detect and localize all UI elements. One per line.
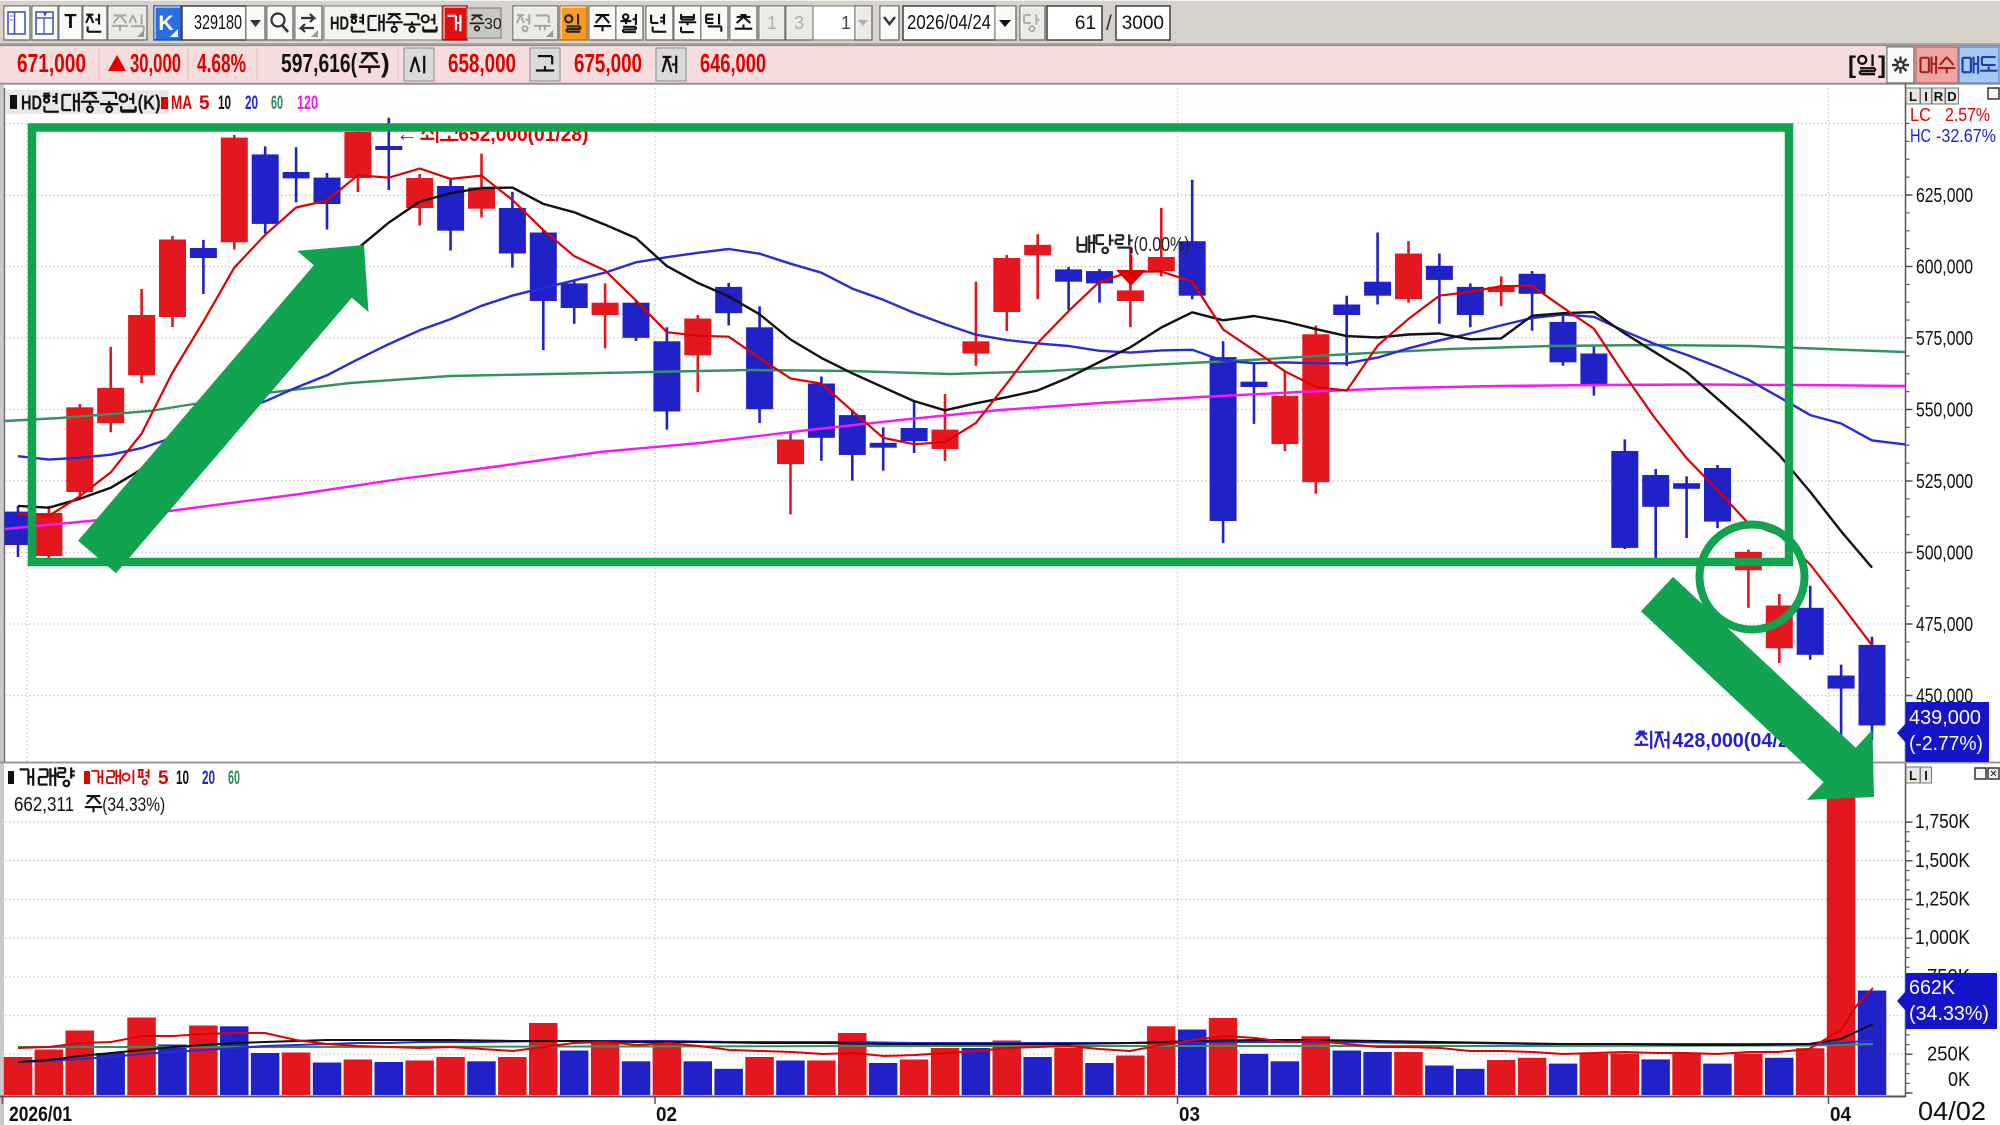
svg-text:04: 04 xyxy=(1830,1104,1852,1125)
svg-text:R: R xyxy=(1934,89,1944,104)
svg-text:(34.33%): (34.33%) xyxy=(102,795,165,816)
svg-text:600,000: 600,000 xyxy=(1916,257,1973,279)
svg-text:5: 5 xyxy=(158,768,169,789)
svg-text:646,000: 646,000 xyxy=(700,48,766,78)
svg-text:L: L xyxy=(1909,768,1917,783)
svg-text:HC: HC xyxy=(1910,126,1931,146)
svg-text:✕: ✕ xyxy=(1989,769,1997,780)
svg-text:LC: LC xyxy=(1910,105,1931,125)
svg-text:30,000: 30,000 xyxy=(130,48,181,78)
svg-text:K: K xyxy=(158,12,173,35)
svg-text:250K: 250K xyxy=(1927,1043,1971,1065)
svg-text:02: 02 xyxy=(656,1104,677,1125)
svg-text:10: 10 xyxy=(176,768,189,789)
svg-text:03: 03 xyxy=(1179,1104,1200,1125)
svg-text:329180: 329180 xyxy=(194,12,242,34)
svg-text:4.68%: 4.68% xyxy=(197,48,246,78)
svg-text:20: 20 xyxy=(202,768,215,789)
svg-text:▾: ▾ xyxy=(43,9,48,19)
svg-text:2.57%: 2.57% xyxy=(1945,105,1990,125)
svg-text:475,000: 475,000 xyxy=(1916,614,1973,636)
svg-text:662K: 662K xyxy=(1909,977,1956,999)
svg-text:I: I xyxy=(1924,768,1928,783)
svg-text:I: I xyxy=(1924,89,1928,104)
svg-text:671,000: 671,000 xyxy=(17,48,86,78)
svg-text:597,616(: 597,616( xyxy=(281,48,357,78)
svg-text:D: D xyxy=(1947,89,1956,104)
svg-text:120: 120 xyxy=(297,93,318,114)
svg-text:04/02: 04/02 xyxy=(1918,1096,1986,1125)
svg-text:675,000: 675,000 xyxy=(574,48,642,78)
svg-text:0K: 0K xyxy=(1948,1069,1971,1091)
svg-text:1: 1 xyxy=(767,13,777,33)
svg-text:428,000(04/23): 428,000(04/23) xyxy=(1672,730,1806,752)
svg-text:1,500K: 1,500K xyxy=(1915,850,1971,872)
svg-text:(-2.77%): (-2.77%) xyxy=(1909,733,1983,755)
svg-text:61: 61 xyxy=(1075,13,1096,34)
svg-text:-32.67%: -32.67% xyxy=(1936,126,1996,146)
svg-text:HD: HD xyxy=(330,13,349,34)
svg-text:525,000: 525,000 xyxy=(1916,471,1973,493)
svg-text:662,311: 662,311 xyxy=(14,794,74,816)
svg-text:60: 60 xyxy=(228,768,240,789)
svg-text:1,750K: 1,750K xyxy=(1915,811,1971,833)
svg-text:]: ] xyxy=(1878,52,1886,79)
svg-text:2026/01: 2026/01 xyxy=(9,1103,72,1125)
svg-text:575,000: 575,000 xyxy=(1916,328,1973,350)
svg-text:5: 5 xyxy=(199,93,210,114)
svg-text:L: L xyxy=(1909,89,1917,104)
svg-text:[: [ xyxy=(1848,52,1856,79)
svg-text:10: 10 xyxy=(218,93,231,114)
svg-text:658,000: 658,000 xyxy=(448,48,516,78)
svg-text:1,000K: 1,000K xyxy=(1915,927,1971,949)
svg-text:(34.33%): (34.33%) xyxy=(1909,1003,1989,1025)
svg-text:625,000: 625,000 xyxy=(1916,185,1973,207)
svg-text:439,000: 439,000 xyxy=(1909,707,1981,729)
svg-text:30: 30 xyxy=(484,16,502,33)
svg-text:/: / xyxy=(1106,12,1112,35)
svg-text:500,000: 500,000 xyxy=(1916,543,1973,565)
svg-text:3000: 3000 xyxy=(1122,13,1164,34)
svg-text:(0.00%): (0.00%) xyxy=(1134,234,1190,256)
svg-text:1,250K: 1,250K xyxy=(1915,889,1971,911)
svg-text:550,000: 550,000 xyxy=(1916,400,1973,422)
svg-text:T: T xyxy=(64,11,76,33)
svg-text:3: 3 xyxy=(794,13,804,33)
svg-text:(K): (K) xyxy=(138,93,161,115)
svg-text:): ) xyxy=(381,48,390,78)
svg-text:20: 20 xyxy=(245,93,258,114)
svg-text:2026/04/24: 2026/04/24 xyxy=(907,12,991,34)
svg-text:1: 1 xyxy=(841,13,851,33)
svg-text:HD: HD xyxy=(21,93,42,115)
svg-text:60: 60 xyxy=(271,93,283,114)
svg-text:MA: MA xyxy=(171,93,192,114)
